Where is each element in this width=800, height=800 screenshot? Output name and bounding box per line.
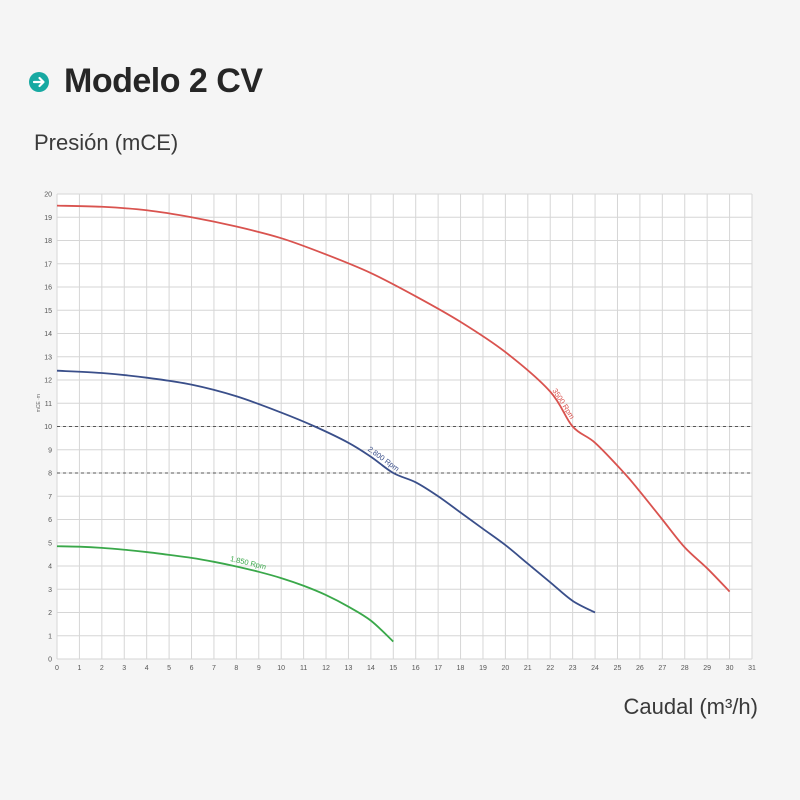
x-tick-label: 8 bbox=[234, 665, 238, 672]
x-tick-label: 1 bbox=[77, 665, 81, 672]
page-title: Modelo 2 CV bbox=[64, 62, 263, 100]
x-tick-label: 22 bbox=[546, 665, 554, 672]
x-tick-label: 19 bbox=[479, 665, 487, 672]
x-tick-label: 12 bbox=[322, 665, 330, 672]
x-tick-label: 30 bbox=[726, 665, 734, 672]
x-tick-label: 4 bbox=[145, 665, 149, 672]
y-tick-label: 0 bbox=[48, 657, 52, 664]
x-tick-label: 6 bbox=[190, 665, 194, 672]
x-tick-label: 29 bbox=[703, 665, 711, 672]
x-tick-label: 11 bbox=[300, 665, 307, 672]
x-tick-label: 31 bbox=[748, 665, 756, 672]
x-tick-label: 21 bbox=[524, 665, 532, 672]
x-tick-label: 27 bbox=[658, 665, 666, 672]
y-tick-label: 8 bbox=[48, 471, 52, 478]
y-tick-label: 16 bbox=[44, 285, 52, 292]
x-tick-label: 20 bbox=[501, 665, 509, 672]
x-tick-label: 26 bbox=[636, 665, 644, 672]
x-tick-label: 9 bbox=[257, 665, 261, 672]
x-tick-label: 18 bbox=[457, 665, 465, 672]
x-tick-label: 28 bbox=[681, 665, 689, 672]
y-tick-label: 9 bbox=[48, 447, 52, 454]
y-tick-label: 19 bbox=[44, 215, 52, 222]
x-tick-label: 0 bbox=[55, 665, 59, 672]
y-tick-label: 12 bbox=[44, 378, 52, 385]
y-side-label: mCE ·m bbox=[36, 394, 42, 412]
y-tick-label: 5 bbox=[48, 540, 52, 547]
x-tick-label: 7 bbox=[212, 665, 216, 672]
y-tick-label: 15 bbox=[44, 308, 52, 315]
y-tick-label: 13 bbox=[44, 354, 52, 361]
y-tick-label: 1 bbox=[48, 633, 52, 640]
y-tick-label: 4 bbox=[48, 564, 52, 571]
y-tick-label: 20 bbox=[44, 192, 52, 199]
x-tick-label: 2 bbox=[100, 665, 104, 672]
x-tick-label: 13 bbox=[345, 665, 353, 672]
y-tick-label: 11 bbox=[45, 401, 52, 408]
y-tick-label: 17 bbox=[44, 261, 52, 268]
x-tick-label: 24 bbox=[591, 665, 599, 672]
y-tick-label: 7 bbox=[48, 494, 52, 501]
x-tick-label: 25 bbox=[614, 665, 622, 672]
x-tick-label: 5 bbox=[167, 665, 171, 672]
y-axis-label: Presión (mCE) bbox=[34, 130, 179, 155]
x-tick-label: 14 bbox=[367, 665, 375, 672]
series-line bbox=[56, 545, 394, 643]
y-tick-label: 10 bbox=[44, 424, 52, 431]
x-tick-label: 17 bbox=[434, 665, 442, 672]
y-tick-label: 6 bbox=[48, 517, 52, 524]
x-tick-label: 3 bbox=[122, 665, 126, 672]
series-line bbox=[56, 204, 731, 593]
arrow-right-circle-icon bbox=[28, 71, 50, 93]
x-tick-label: 23 bbox=[569, 665, 577, 672]
y-tick-label: 14 bbox=[44, 331, 52, 338]
x-tick-label: 15 bbox=[389, 665, 397, 672]
chart-header: Modelo 2 CV bbox=[28, 62, 263, 101]
x-tick-label: 16 bbox=[412, 665, 420, 672]
y-tick-label: 3 bbox=[48, 587, 52, 594]
x-tick-label: 10 bbox=[277, 665, 285, 672]
y-tick-label: 18 bbox=[44, 238, 52, 245]
series-line bbox=[56, 369, 596, 614]
y-tick-label: 2 bbox=[48, 610, 52, 617]
x-axis-label: Caudal (m³/h) bbox=[623, 694, 758, 719]
